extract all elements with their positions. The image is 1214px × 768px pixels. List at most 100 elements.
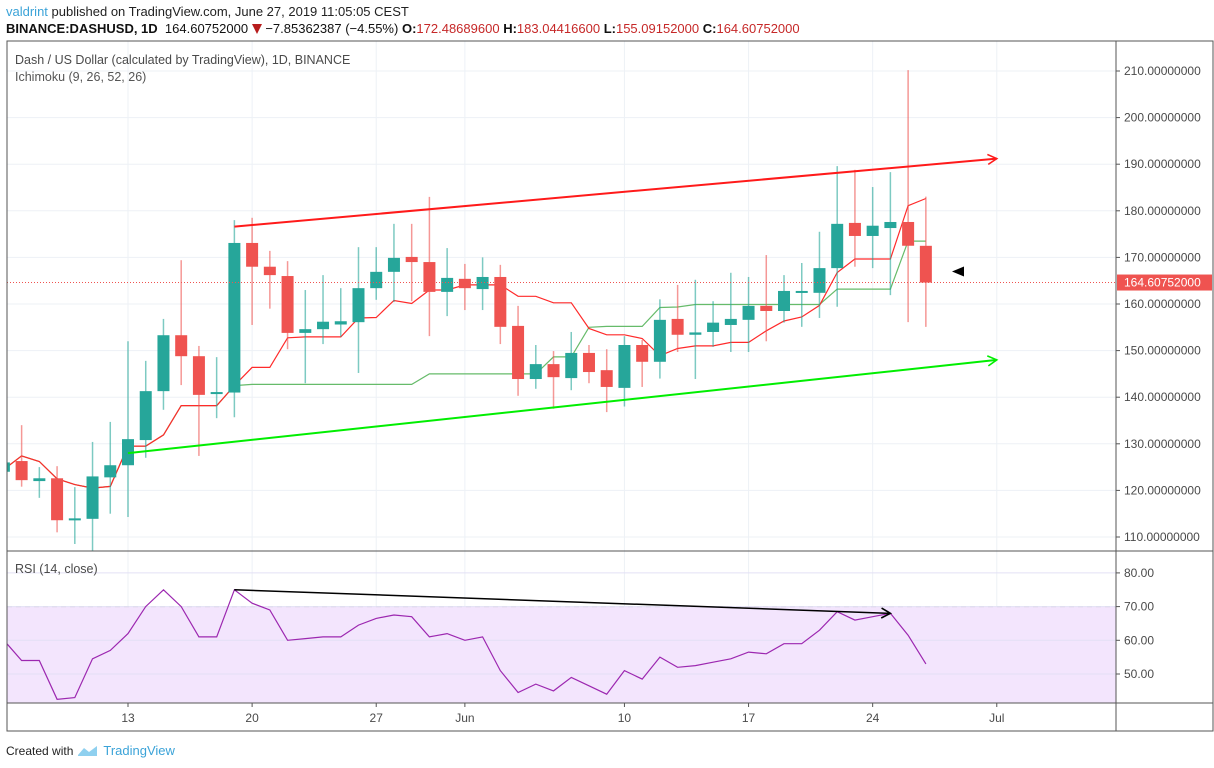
candle: [547, 351, 560, 409]
candle: [458, 263, 471, 311]
price-axis-label: 140.00000000: [1124, 390, 1201, 404]
symbol: BINANCE:DASHUSD, 1D: [6, 21, 158, 36]
candle-body: [281, 276, 294, 333]
candle: [831, 166, 844, 307]
candle-body: [902, 221, 915, 246]
rsi-divergence-line: [234, 589, 893, 619]
candle-body: [441, 277, 454, 292]
candle: [139, 360, 152, 458]
ichimoku-legend[interactable]: Ichimoku (9, 26, 52, 26): [15, 70, 147, 84]
rsi-band: [7, 606, 1116, 703]
candle: [7, 462, 10, 472]
time-axis-label: 17: [742, 711, 756, 725]
candle-body: [175, 335, 188, 357]
candle: [866, 187, 879, 269]
down-triangle-icon: [251, 24, 262, 34]
candle: [51, 466, 64, 533]
candle: [848, 169, 861, 267]
candle-body: [15, 461, 28, 481]
candle-body: [600, 370, 613, 387]
candle-body: [7, 462, 10, 472]
low-label: L:: [603, 21, 616, 36]
candle: [512, 305, 525, 396]
time-axis-label: 27: [370, 711, 384, 725]
candle: [192, 345, 205, 456]
candle-body: [565, 352, 578, 379]
candle: [760, 255, 773, 342]
candle: [653, 299, 666, 379]
candle-body: [334, 321, 347, 325]
candle: [317, 275, 330, 345]
candle: [15, 425, 28, 487]
candle: [919, 196, 932, 327]
candle: [529, 345, 542, 389]
candle: [441, 248, 454, 317]
candle-body: [33, 478, 46, 482]
rsi-axis-label: 70.00: [1124, 600, 1154, 614]
rsi-pane: [7, 588, 927, 700]
chart-frame: [6, 40, 1214, 732]
upper-trendline: [234, 153, 999, 228]
candle-body: [671, 318, 684, 335]
candle-body: [724, 318, 737, 325]
time-axis-label: 13: [121, 711, 135, 725]
candle: [246, 217, 259, 325]
candle: [263, 250, 276, 309]
candle-body: [795, 290, 808, 293]
candle: [210, 357, 223, 419]
candle: [423, 196, 436, 337]
last-price: 164.60752000: [164, 21, 249, 36]
candle-body: [919, 245, 932, 283]
time-axis-label: 10: [618, 711, 632, 725]
time-axis-label: 24: [866, 711, 880, 725]
candle-body: [707, 322, 720, 332]
last-price-label: 164.60752000: [1124, 276, 1201, 290]
price-axis-label: 200.00000000: [1124, 111, 1201, 125]
candle-body: [68, 518, 81, 521]
candle-body: [104, 465, 117, 478]
price-pointer-icon: [952, 266, 964, 277]
price-axis-label: 160.00000000: [1124, 297, 1201, 311]
close-value: 164.60752000: [716, 21, 800, 36]
open-label: O:: [401, 21, 417, 36]
candle-body: [636, 345, 649, 362]
grid: 13 20 27 Jun 10 17 24 Jul 210.00000000 200.000000…: [7, 41, 1201, 725]
candle: [352, 247, 365, 373]
candle: [104, 421, 117, 514]
candle: [281, 261, 294, 350]
candle: [68, 487, 81, 544]
candle: [299, 290, 312, 384]
candle: [405, 223, 418, 302]
candle: [33, 467, 46, 498]
candle-body: [760, 305, 773, 311]
candle-body: [210, 392, 223, 395]
footer: Created with TradingView: [6, 743, 175, 758]
price-axis-label: 180.00000000: [1124, 204, 1201, 218]
candle: [778, 275, 791, 323]
high-label: H:: [503, 21, 517, 36]
candle-body: [884, 221, 897, 229]
candle: [742, 276, 755, 352]
rsi-legend[interactable]: RSI (14, close): [15, 562, 98, 576]
open-value: 172.48689600: [416, 21, 500, 36]
price-axis-label: 120.00000000: [1124, 483, 1201, 497]
price-change: −7.85362387 (−4.55%): [265, 21, 399, 36]
chart-legend-title: Dash / US Dollar (calculated by TradingV…: [15, 53, 351, 67]
candle: [707, 301, 720, 347]
candle: [494, 264, 507, 345]
candle: [724, 272, 737, 352]
price-pane: [7, 70, 1116, 551]
rsi-axis-label: 50.00: [1124, 667, 1154, 681]
author-link[interactable]: valdrint: [6, 4, 48, 19]
candle-body: [848, 222, 861, 236]
candle-body: [86, 476, 99, 519]
candle-body: [494, 276, 507, 327]
close-label: C:: [702, 21, 717, 36]
candle: [582, 345, 595, 384]
candle-body: [263, 266, 276, 276]
candle: [387, 223, 400, 303]
candle: [175, 260, 188, 386]
candle-body: [246, 242, 259, 267]
tradingview-link[interactable]: TradingView: [103, 743, 175, 758]
